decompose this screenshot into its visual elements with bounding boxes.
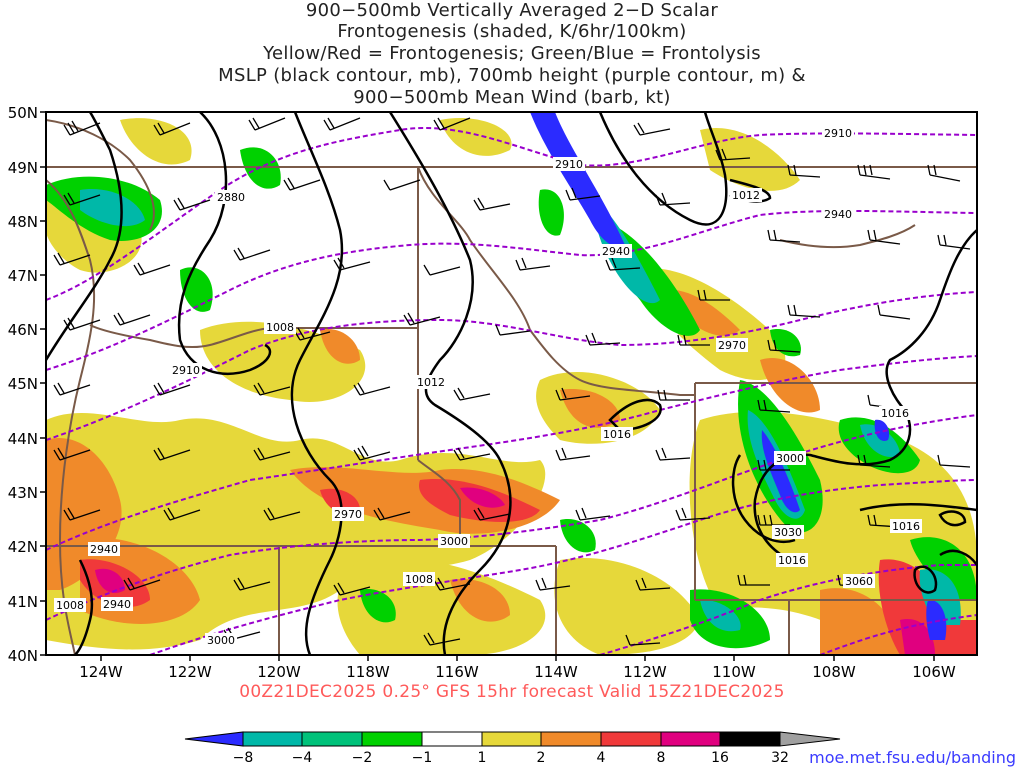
mslp-label: 1016 — [603, 428, 631, 441]
height-label: 2970 — [718, 339, 746, 352]
mslp-label: 1008 — [266, 321, 294, 334]
lon-label: 122W — [168, 663, 212, 681]
mslp-label: 1016 — [892, 520, 920, 533]
lat-label: 41N — [8, 593, 38, 611]
latitude-labels: 50N 49N 48N 47N 46N 45N 44N 43N 42N 41N … — [8, 104, 38, 665]
lat-label: 43N — [8, 484, 38, 502]
height-label: 3000 — [776, 452, 804, 465]
longitude-axis — [100, 655, 935, 661]
height-label: 3000 — [207, 634, 235, 647]
lat-label: 46N — [8, 321, 38, 339]
height-contours — [46, 127, 977, 655]
colorbar-swatch — [301, 731, 363, 747]
height-label: 2940 — [824, 208, 852, 221]
mslp-label: 1016 — [881, 407, 909, 420]
longitude-labels: 124W 122W 120W 118W 116W 114W 112W 110W … — [79, 663, 956, 681]
colorbar-tick: −1 — [412, 750, 433, 766]
colorbar-swatch — [242, 731, 303, 747]
lat-label: 49N — [8, 159, 38, 177]
height-label: 2910 — [555, 158, 583, 171]
height-label: 3000 — [440, 535, 468, 548]
lon-label: 116W — [435, 663, 479, 681]
lat-label: 40N — [8, 647, 38, 665]
colorbar-swatch — [719, 731, 781, 747]
colorbar-swatch — [779, 731, 841, 747]
lon-label: 118W — [346, 663, 390, 681]
lon-label: 112W — [623, 663, 667, 681]
lat-label: 44N — [8, 430, 38, 448]
mslp-contours — [46, 112, 977, 655]
wind-barbs — [53, 117, 971, 646]
colorbar-tick: 32 — [771, 750, 789, 766]
colorbar-tick: 2 — [537, 750, 546, 766]
mslp-label: 1016 — [778, 554, 806, 567]
colorbar-tick: 8 — [657, 750, 666, 766]
colorbar-swatch — [540, 731, 602, 747]
colorbar-swatch — [184, 731, 244, 747]
lon-label: 110W — [712, 663, 756, 681]
valid-time-line: 00Z21DEC2025 0.25° GFS 15hr forecast Val… — [239, 682, 785, 702]
height-label: 2910 — [172, 364, 200, 377]
lat-label: 50N — [8, 104, 38, 122]
lat-label: 47N — [8, 267, 38, 285]
title-line-1: 900−500mb Vertically Averaged 2−D Scalar — [305, 0, 719, 21]
colorbar-tick: 4 — [597, 750, 606, 766]
height-label: 2910 — [824, 127, 852, 140]
colorbar-swatch — [421, 731, 483, 747]
colorbar-swatch — [660, 731, 721, 747]
title-line-5: 900−500mb Mean Wind (barb, kt) — [353, 87, 671, 108]
colorbar-tick: −4 — [292, 750, 313, 766]
colorbar: −8 −4 −2 −1 1 2 4 8 16 32 — [184, 731, 841, 766]
lon-label: 114W — [534, 663, 578, 681]
lon-label: 120W — [257, 663, 301, 681]
lat-label: 45N — [8, 375, 38, 393]
colorbar-tick: 1 — [478, 750, 487, 766]
title-line-3: Yellow/Red = Frontogenesis; Green/Blue =… — [263, 43, 761, 64]
title-line-4: MSLP (black contour, mb), 700mb height (… — [218, 65, 806, 86]
mslp-label: 1012 — [417, 376, 445, 389]
colorbar-swatch — [600, 731, 662, 747]
colorbar-tick: 16 — [711, 750, 729, 766]
height-label: 2940 — [90, 543, 118, 556]
mslp-label: 1008 — [56, 599, 84, 612]
title-line-2: Frontogenesis (shaded, K/6hr/100km) — [337, 21, 687, 42]
mslp-label: 1008 — [405, 573, 433, 586]
lat-label: 48N — [8, 213, 38, 231]
colorbar-swatch — [481, 731, 542, 747]
lat-label: 42N — [8, 538, 38, 556]
latitude-axis — [40, 111, 46, 656]
height-label: 2940 — [602, 245, 630, 258]
lon-label: 124W — [79, 663, 123, 681]
colorbar-swatch — [361, 731, 423, 747]
credit-link[interactable]: moe.met.fsu.edu/banding — [809, 748, 1016, 767]
contour-labels: 1012 1008 1012 1016 1008 1016 1016 1016 … — [54, 126, 922, 647]
height-label: 3060 — [845, 575, 873, 588]
lon-label: 106W — [912, 663, 956, 681]
colorbar-tick: −8 — [233, 750, 254, 766]
height-label: 2880 — [217, 191, 245, 204]
height-label: 3030 — [774, 526, 802, 539]
lon-label: 108W — [812, 663, 856, 681]
height-label: 2940 — [103, 598, 131, 611]
mslp-label: 1012 — [732, 189, 760, 202]
height-label: 2970 — [334, 508, 362, 521]
colorbar-tick: −2 — [352, 750, 373, 766]
